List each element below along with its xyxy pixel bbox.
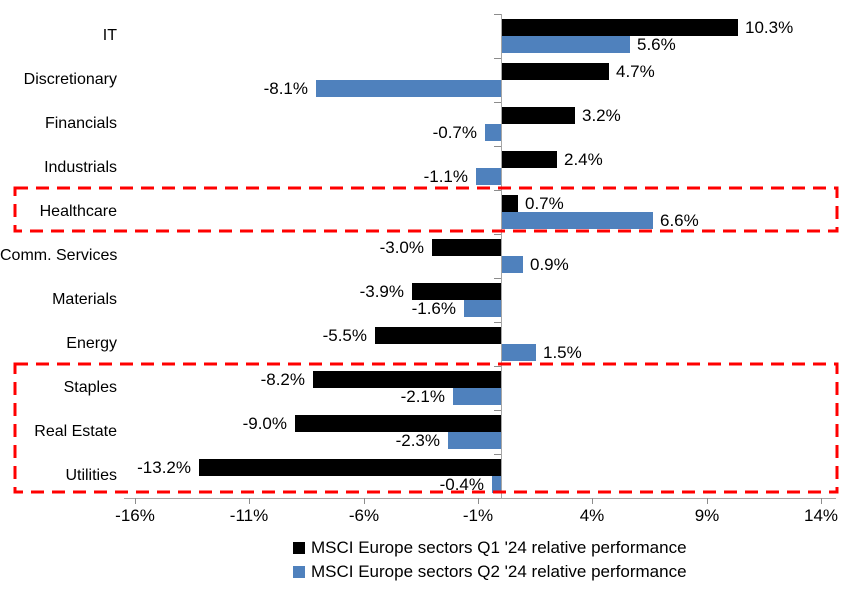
legend-marker-icon — [293, 542, 305, 554]
legend-label: MSCI Europe sectors Q1 '24 relative perf… — [311, 538, 687, 557]
data-label: -2.1% — [400, 387, 445, 406]
q2-bar-staples — [453, 388, 501, 405]
category-label: Financials — [44, 115, 117, 132]
x-tick-label: -6% — [348, 506, 380, 525]
data-label: -9.0% — [242, 414, 287, 433]
data-label: -1.1% — [423, 167, 468, 186]
category-label: Energy — [66, 335, 117, 352]
category-tick-mark — [494, 454, 501, 455]
category-label: Industrials — [44, 159, 117, 176]
data-label: 2.4% — [564, 150, 603, 169]
x-tick-label: -16% — [115, 506, 155, 525]
data-label: 1.5% — [543, 343, 582, 362]
category-tick-mark — [494, 234, 501, 235]
q2-bar-comm-services — [502, 256, 523, 273]
category-label: Utilities — [65, 467, 117, 484]
data-label: 5.6% — [637, 35, 676, 54]
q1-bar-materials — [412, 283, 501, 300]
q1-bar-healthcare — [502, 195, 518, 212]
category-tick-mark — [494, 410, 501, 411]
q2-bar-it — [502, 36, 630, 53]
q2-bar-financials — [485, 124, 501, 141]
data-label: 6.6% — [660, 211, 699, 230]
category-tick-mark — [494, 366, 501, 367]
category-tick-mark — [494, 58, 501, 59]
x-tick-mark — [821, 498, 822, 504]
data-label: -0.7% — [432, 123, 477, 142]
x-tick-label: 4% — [579, 506, 605, 525]
q1-bar-it — [502, 19, 738, 36]
x-tick-mark — [135, 498, 136, 504]
y-axis — [501, 14, 502, 498]
data-label: -2.3% — [395, 431, 440, 450]
data-label: 0.7% — [525, 194, 564, 213]
data-label: -1.6% — [411, 299, 456, 318]
x-tick-label: 14% — [803, 506, 839, 525]
legend-marker-icon — [293, 566, 305, 578]
category-tick-mark — [494, 146, 501, 147]
legend-item: MSCI Europe sectors Q1 '24 relative perf… — [293, 538, 687, 558]
q2-bar-industrials — [476, 168, 501, 185]
data-label: 0.9% — [530, 255, 569, 274]
category-tick-mark — [494, 190, 501, 191]
category-tick-mark — [494, 278, 501, 279]
category-tick-mark — [494, 322, 501, 323]
x-tick-mark — [364, 498, 365, 504]
data-label: 10.3% — [745, 18, 794, 37]
category-label: Real Estate — [34, 423, 117, 440]
data-label: -8.2% — [260, 370, 305, 389]
x-tick-label: 9% — [694, 506, 720, 525]
q2-bar-real-estate — [448, 432, 501, 449]
data-label: 3.2% — [582, 106, 621, 125]
data-label: -13.2% — [137, 458, 191, 477]
q2-bar-materials — [464, 300, 501, 317]
category-tick-mark — [494, 14, 501, 15]
x-tick-mark — [707, 498, 708, 504]
x-tick-label: -11% — [229, 506, 269, 525]
legend-item: MSCI Europe sectors Q2 '24 relative perf… — [293, 562, 687, 582]
q1-bar-discretionary — [502, 63, 609, 80]
q1-bar-comm-services — [432, 239, 501, 256]
category-label: Staples — [63, 379, 117, 396]
q1-bar-industrials — [502, 151, 557, 168]
data-label: -3.9% — [359, 282, 404, 301]
category-tick-mark — [494, 102, 501, 103]
x-tick-label: -1% — [462, 506, 494, 525]
q1-bar-financials — [502, 107, 575, 124]
x-tick-mark — [249, 498, 250, 504]
q1-bar-utilities — [199, 459, 501, 476]
category-label: Materials — [52, 291, 117, 308]
category-label: IT — [102, 27, 117, 44]
q1-bar-energy — [375, 327, 501, 344]
data-label: -0.4% — [439, 475, 484, 494]
category-label: Healthcare — [39, 203, 117, 220]
data-label: -5.5% — [322, 326, 367, 345]
q1-bar-staples — [313, 371, 501, 388]
category-label: Comm. Services — [0, 247, 118, 264]
q2-bar-energy — [502, 344, 536, 361]
data-label: -8.1% — [263, 79, 308, 98]
q1-bar-real-estate — [295, 415, 501, 432]
data-label: -3.0% — [379, 238, 424, 257]
q2-bar-discretionary — [316, 80, 501, 97]
q2-bar-healthcare — [502, 212, 653, 229]
legend-label: MSCI Europe sectors Q2 '24 relative perf… — [311, 562, 687, 581]
x-tick-mark — [478, 498, 479, 504]
q2-bar-utilities — [492, 476, 501, 493]
data-label: 4.7% — [616, 62, 655, 81]
x-axis — [124, 498, 836, 499]
x-tick-mark — [592, 498, 593, 504]
category-label: Discretionary — [23, 71, 117, 88]
legend: MSCI Europe sectors Q1 '24 relative perf… — [293, 538, 687, 586]
